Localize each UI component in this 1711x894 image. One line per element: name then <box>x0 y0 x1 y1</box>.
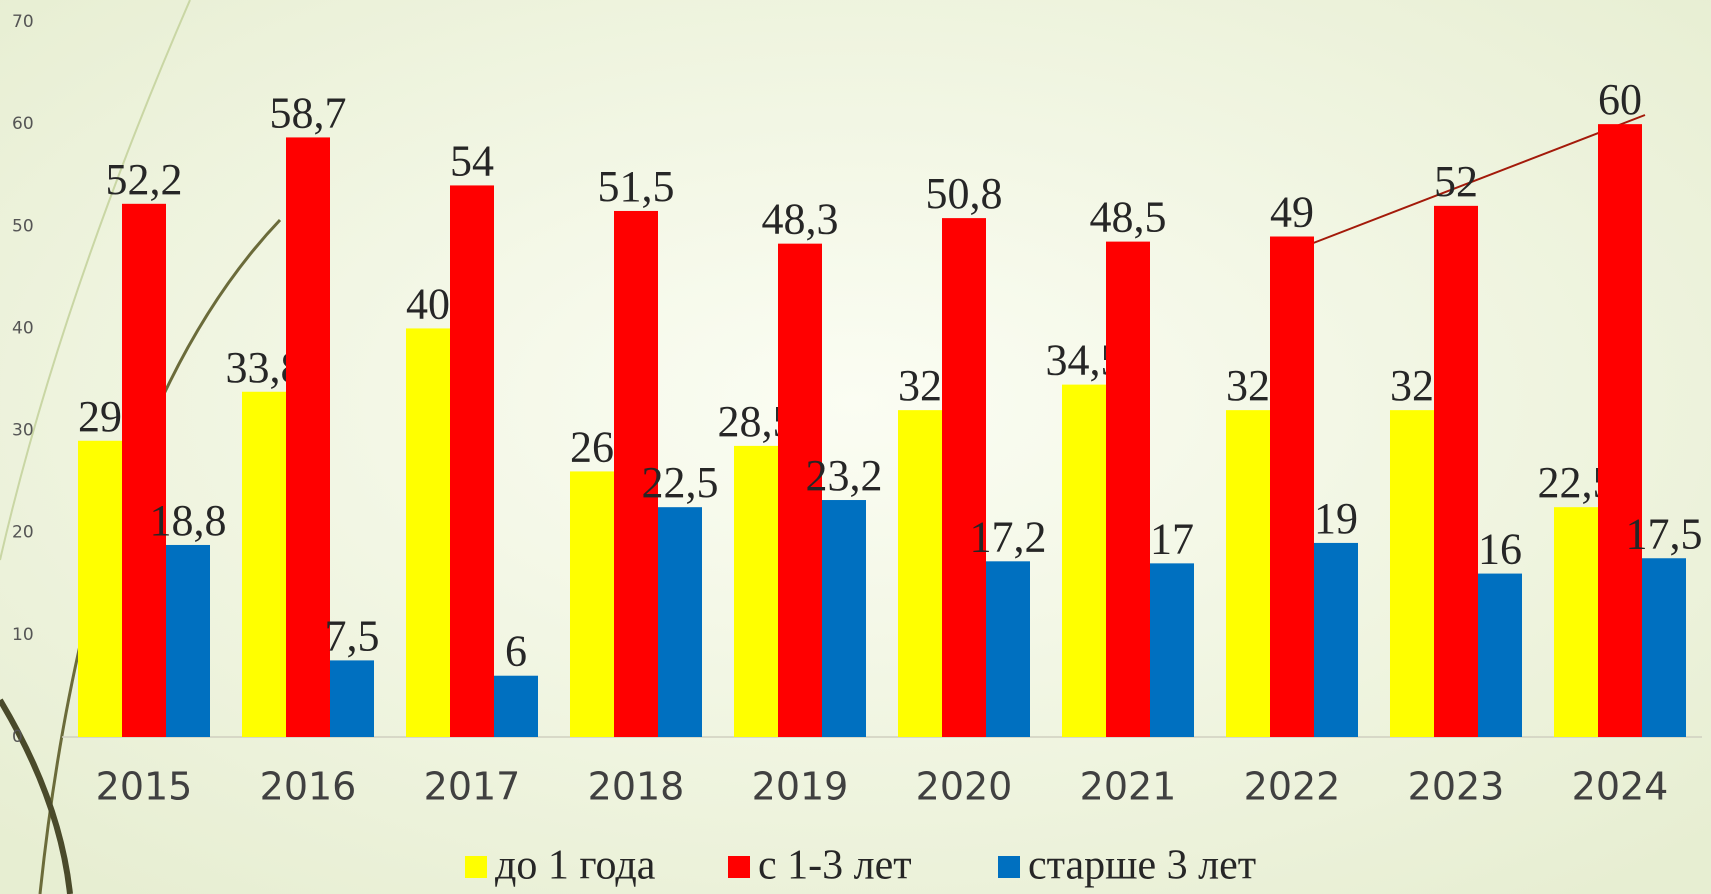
bar <box>450 185 494 737</box>
value-label: 6 <box>505 627 527 676</box>
decor-curve <box>0 0 191 561</box>
bar <box>122 203 166 738</box>
legend-swatch <box>465 856 487 878</box>
y-tick-label: 20 <box>12 523 34 543</box>
decor-curve <box>0 698 73 894</box>
bar <box>658 507 702 737</box>
bar <box>942 218 986 738</box>
bar <box>898 410 942 737</box>
legend-label: с 1-3 лет <box>758 843 912 889</box>
value-label: 49 <box>1270 188 1314 237</box>
y-tick-label: 70 <box>12 12 34 32</box>
value-label: 22,5 <box>642 458 719 507</box>
bar <box>822 500 866 737</box>
legend-label: старше 3 лет <box>1028 843 1256 889</box>
y-tick-label: 40 <box>12 318 34 338</box>
bar <box>986 561 1030 737</box>
bar <box>78 440 122 737</box>
y-tick-label: 0 <box>12 727 23 747</box>
value-label: 50,8 <box>926 169 1003 218</box>
value-label: 32 <box>1390 361 1434 410</box>
bar <box>1478 573 1522 737</box>
legend-swatch <box>998 856 1020 878</box>
value-label: 17 <box>1150 514 1194 563</box>
x-tick-label: 2019 <box>752 765 849 809</box>
value-label: 52,2 <box>106 155 183 204</box>
bar <box>494 675 538 737</box>
bar <box>1062 384 1106 737</box>
value-label: 48,5 <box>1090 193 1167 242</box>
y-tick-label: 10 <box>12 625 34 645</box>
trend-line <box>1289 114 1646 253</box>
value-label: 29 <box>78 392 122 441</box>
y-tick-label: 30 <box>12 421 34 441</box>
x-tick-label: 2017 <box>424 765 521 809</box>
value-label: 54 <box>450 136 494 185</box>
value-label: 17,2 <box>970 512 1047 561</box>
x-tick-label: 2016 <box>260 765 357 809</box>
x-tick-label: 2018 <box>588 765 685 809</box>
bar <box>1270 236 1314 737</box>
bar <box>406 328 450 737</box>
value-label: 58,7 <box>270 88 347 137</box>
bar <box>330 660 374 737</box>
bar <box>778 243 822 737</box>
value-label: 26 <box>570 422 614 471</box>
x-tick-label: 2021 <box>1080 765 1177 809</box>
legend-label: до 1 года <box>495 843 656 889</box>
value-label: 23,2 <box>806 451 883 500</box>
legend-swatch <box>728 856 750 878</box>
value-label: 18,8 <box>150 496 227 545</box>
y-tick-label: 60 <box>12 114 34 134</box>
value-label: 60 <box>1598 75 1642 124</box>
bar <box>166 544 210 737</box>
value-label: 32 <box>1226 361 1270 410</box>
bar <box>1554 507 1598 737</box>
x-tick-label: 2022 <box>1244 765 1341 809</box>
bar <box>614 210 658 737</box>
bar <box>1226 410 1270 737</box>
bar <box>1106 241 1150 737</box>
value-label: 51,5 <box>598 162 675 211</box>
bar <box>1390 410 1434 737</box>
bar <box>242 391 286 737</box>
value-label: 17,5 <box>1626 509 1703 558</box>
x-tick-label: 2020 <box>916 765 1013 809</box>
y-tick-label: 50 <box>12 216 34 236</box>
value-label: 19 <box>1314 494 1358 543</box>
bar <box>1314 542 1358 737</box>
x-tick-label: 2015 <box>96 765 193 809</box>
value-label: 32 <box>898 361 942 410</box>
bar <box>1434 205 1478 737</box>
value-label: 40 <box>406 279 450 328</box>
x-tick-label: 2024 <box>1572 765 1669 809</box>
bar <box>1598 124 1642 737</box>
value-label: 48,3 <box>762 195 839 244</box>
bar <box>570 471 614 737</box>
bar <box>734 445 778 737</box>
bar <box>1150 563 1194 737</box>
bar <box>1642 558 1686 737</box>
bar <box>286 137 330 737</box>
value-label: 7,5 <box>325 611 380 660</box>
x-tick-label: 2023 <box>1408 765 1505 809</box>
value-label: 16 <box>1478 525 1522 574</box>
value-label: 52 <box>1434 157 1478 206</box>
